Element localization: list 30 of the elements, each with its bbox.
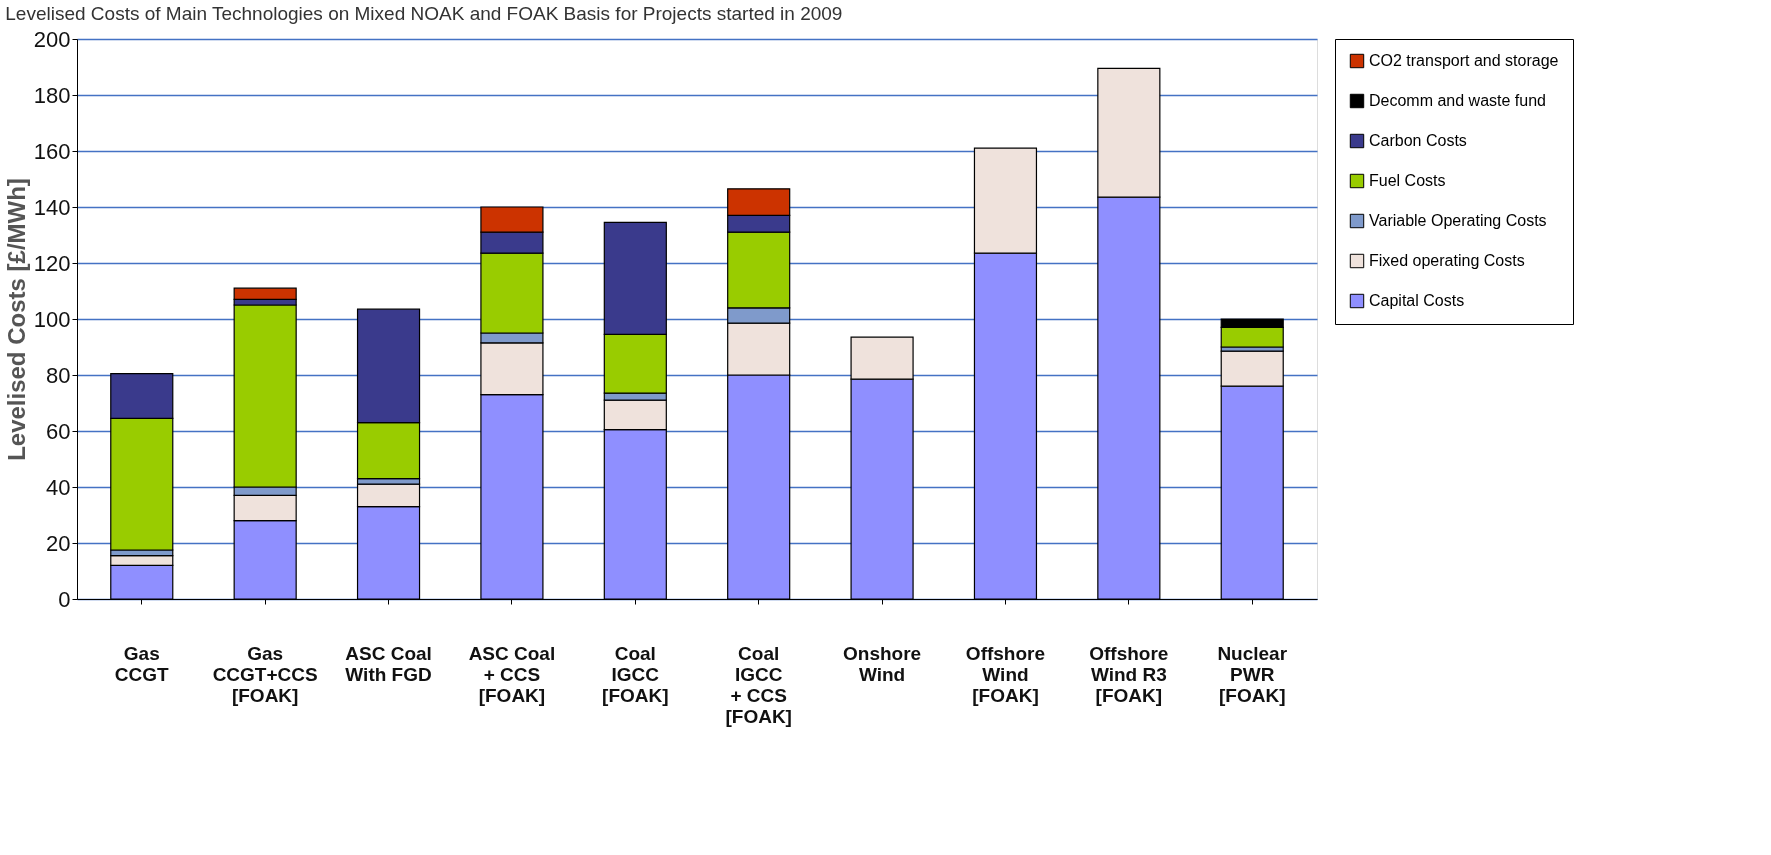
legend-label: Fixed operating Costs bbox=[1369, 252, 1525, 269]
y-tick-label: 140 bbox=[33, 194, 71, 220]
y-tick-label: 60 bbox=[46, 418, 71, 444]
y-tick-label: 180 bbox=[33, 82, 71, 108]
y-tick-label: 0 bbox=[58, 586, 71, 612]
x-tick-label: Onshore Wind bbox=[843, 642, 922, 685]
legend-label: Decomm and waste fund bbox=[1369, 92, 1546, 109]
legend-label: Variable Operating Costs bbox=[1369, 212, 1547, 229]
x-tick-label: Nuclear PWR [FOAK] bbox=[1217, 642, 1288, 706]
legend-label: Fuel Costs bbox=[1369, 172, 1446, 189]
x-tick-label: Offshore Wind R3 [FOAK] bbox=[1089, 642, 1169, 706]
x-tick-label: ASC Coal With FGD bbox=[345, 642, 432, 685]
x-tick-label: Offshore Wind [FOAK] bbox=[965, 642, 1046, 706]
y-tick-label: 160 bbox=[33, 138, 71, 164]
x-tick-label: Gas CCGT bbox=[114, 642, 170, 685]
y-tick-label: 200 bbox=[33, 26, 71, 52]
x-tick-label: ASC Coal + CCS [FOAK] bbox=[468, 642, 556, 706]
y-tick-label: 100 bbox=[33, 306, 71, 332]
y-tick-label: 120 bbox=[33, 250, 71, 276]
chart-title: Levelised Costs of Main Technologies on Mixed NOAK and FOAK Basis for Projects started in 2009 bbox=[5, 3, 843, 24]
y-tick-label: 20 bbox=[46, 530, 71, 556]
legend-label: Capital Costs bbox=[1369, 292, 1465, 309]
y-tick-label: 40 bbox=[46, 474, 71, 500]
legend-label: Carbon Costs bbox=[1369, 132, 1467, 149]
x-tick-label: Gas CCGT+CCS [FOAK] bbox=[212, 642, 318, 706]
y-axis-title: Levelised Costs [£/MWh] bbox=[2, 178, 30, 461]
x-tick-label: Coal IGCC [FOAK] bbox=[602, 642, 669, 706]
x-tick-label: Coal IGCC + CCS [FOAK] bbox=[725, 642, 792, 727]
legend-label: CO2 transport and storage bbox=[1369, 52, 1559, 69]
y-tick-label: 80 bbox=[46, 362, 71, 388]
